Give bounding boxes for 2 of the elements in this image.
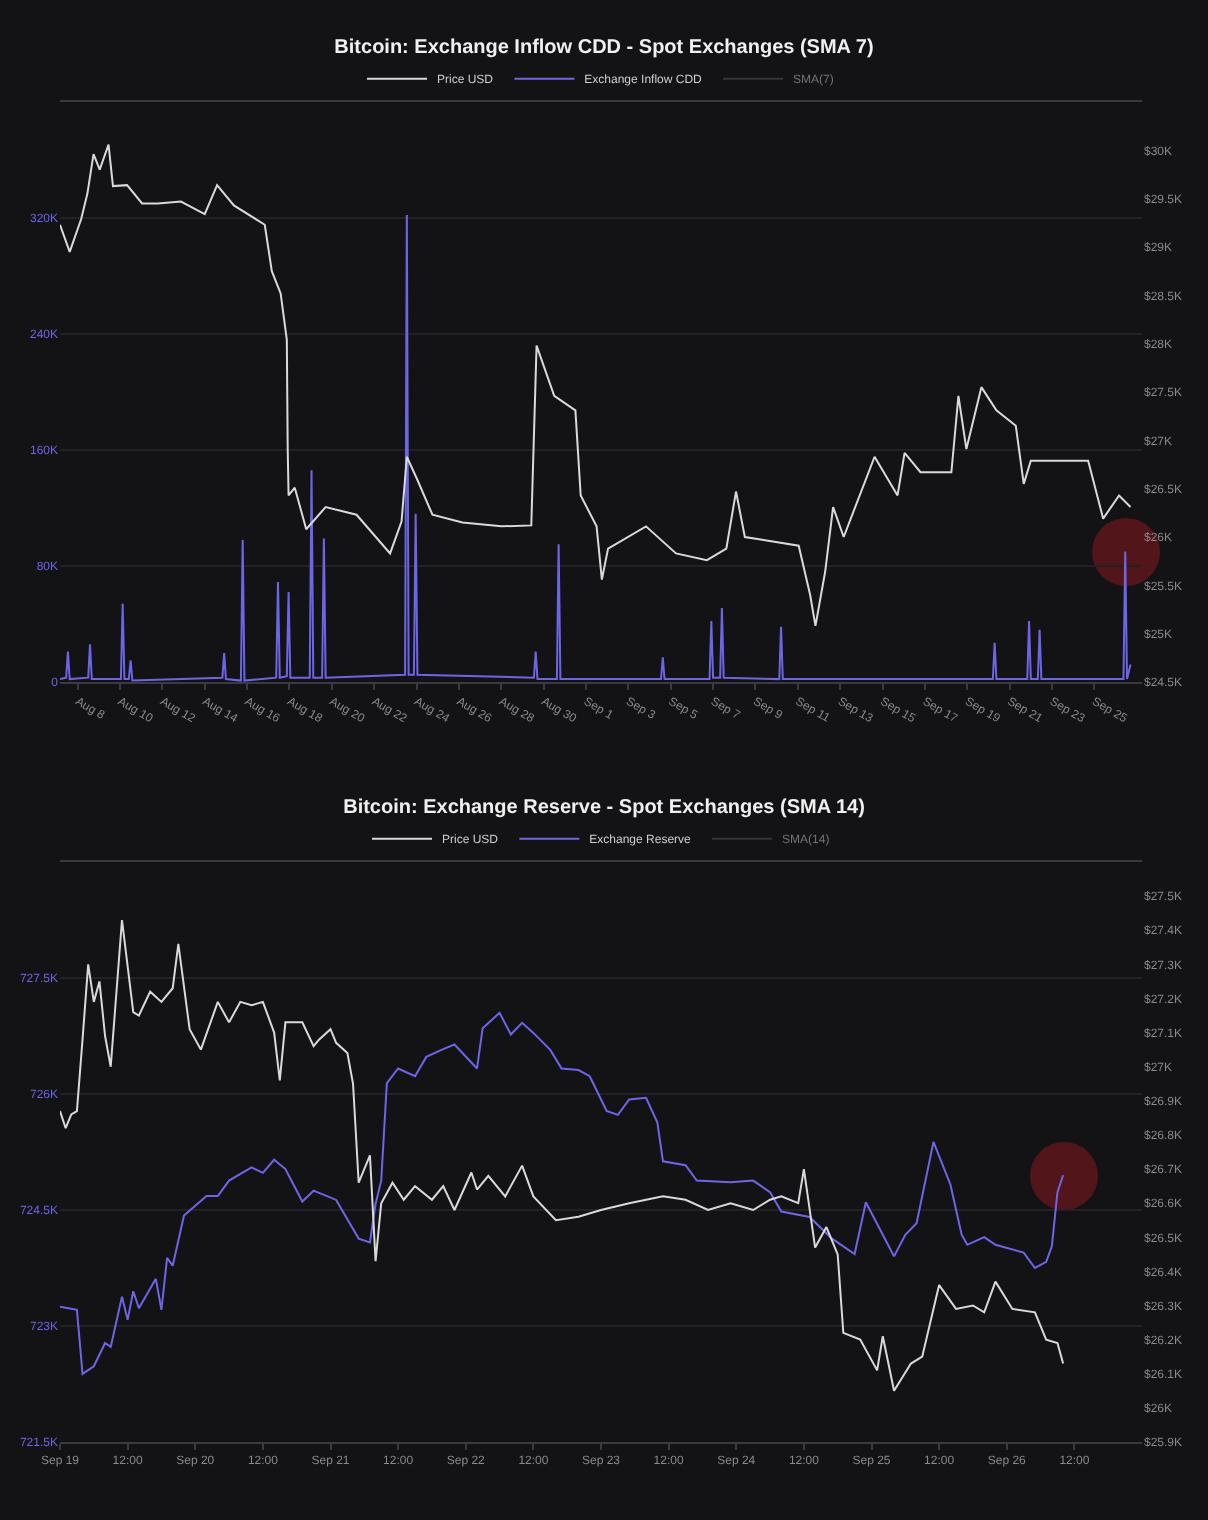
chart-title: Bitcoin: Exchange Reserve - Spot Exchanges (SMA 14) [343, 796, 865, 819]
chart-title: Bitcoin: Exchange Inflow CDD - Spot Exchanges (SMA 7) [334, 36, 874, 59]
